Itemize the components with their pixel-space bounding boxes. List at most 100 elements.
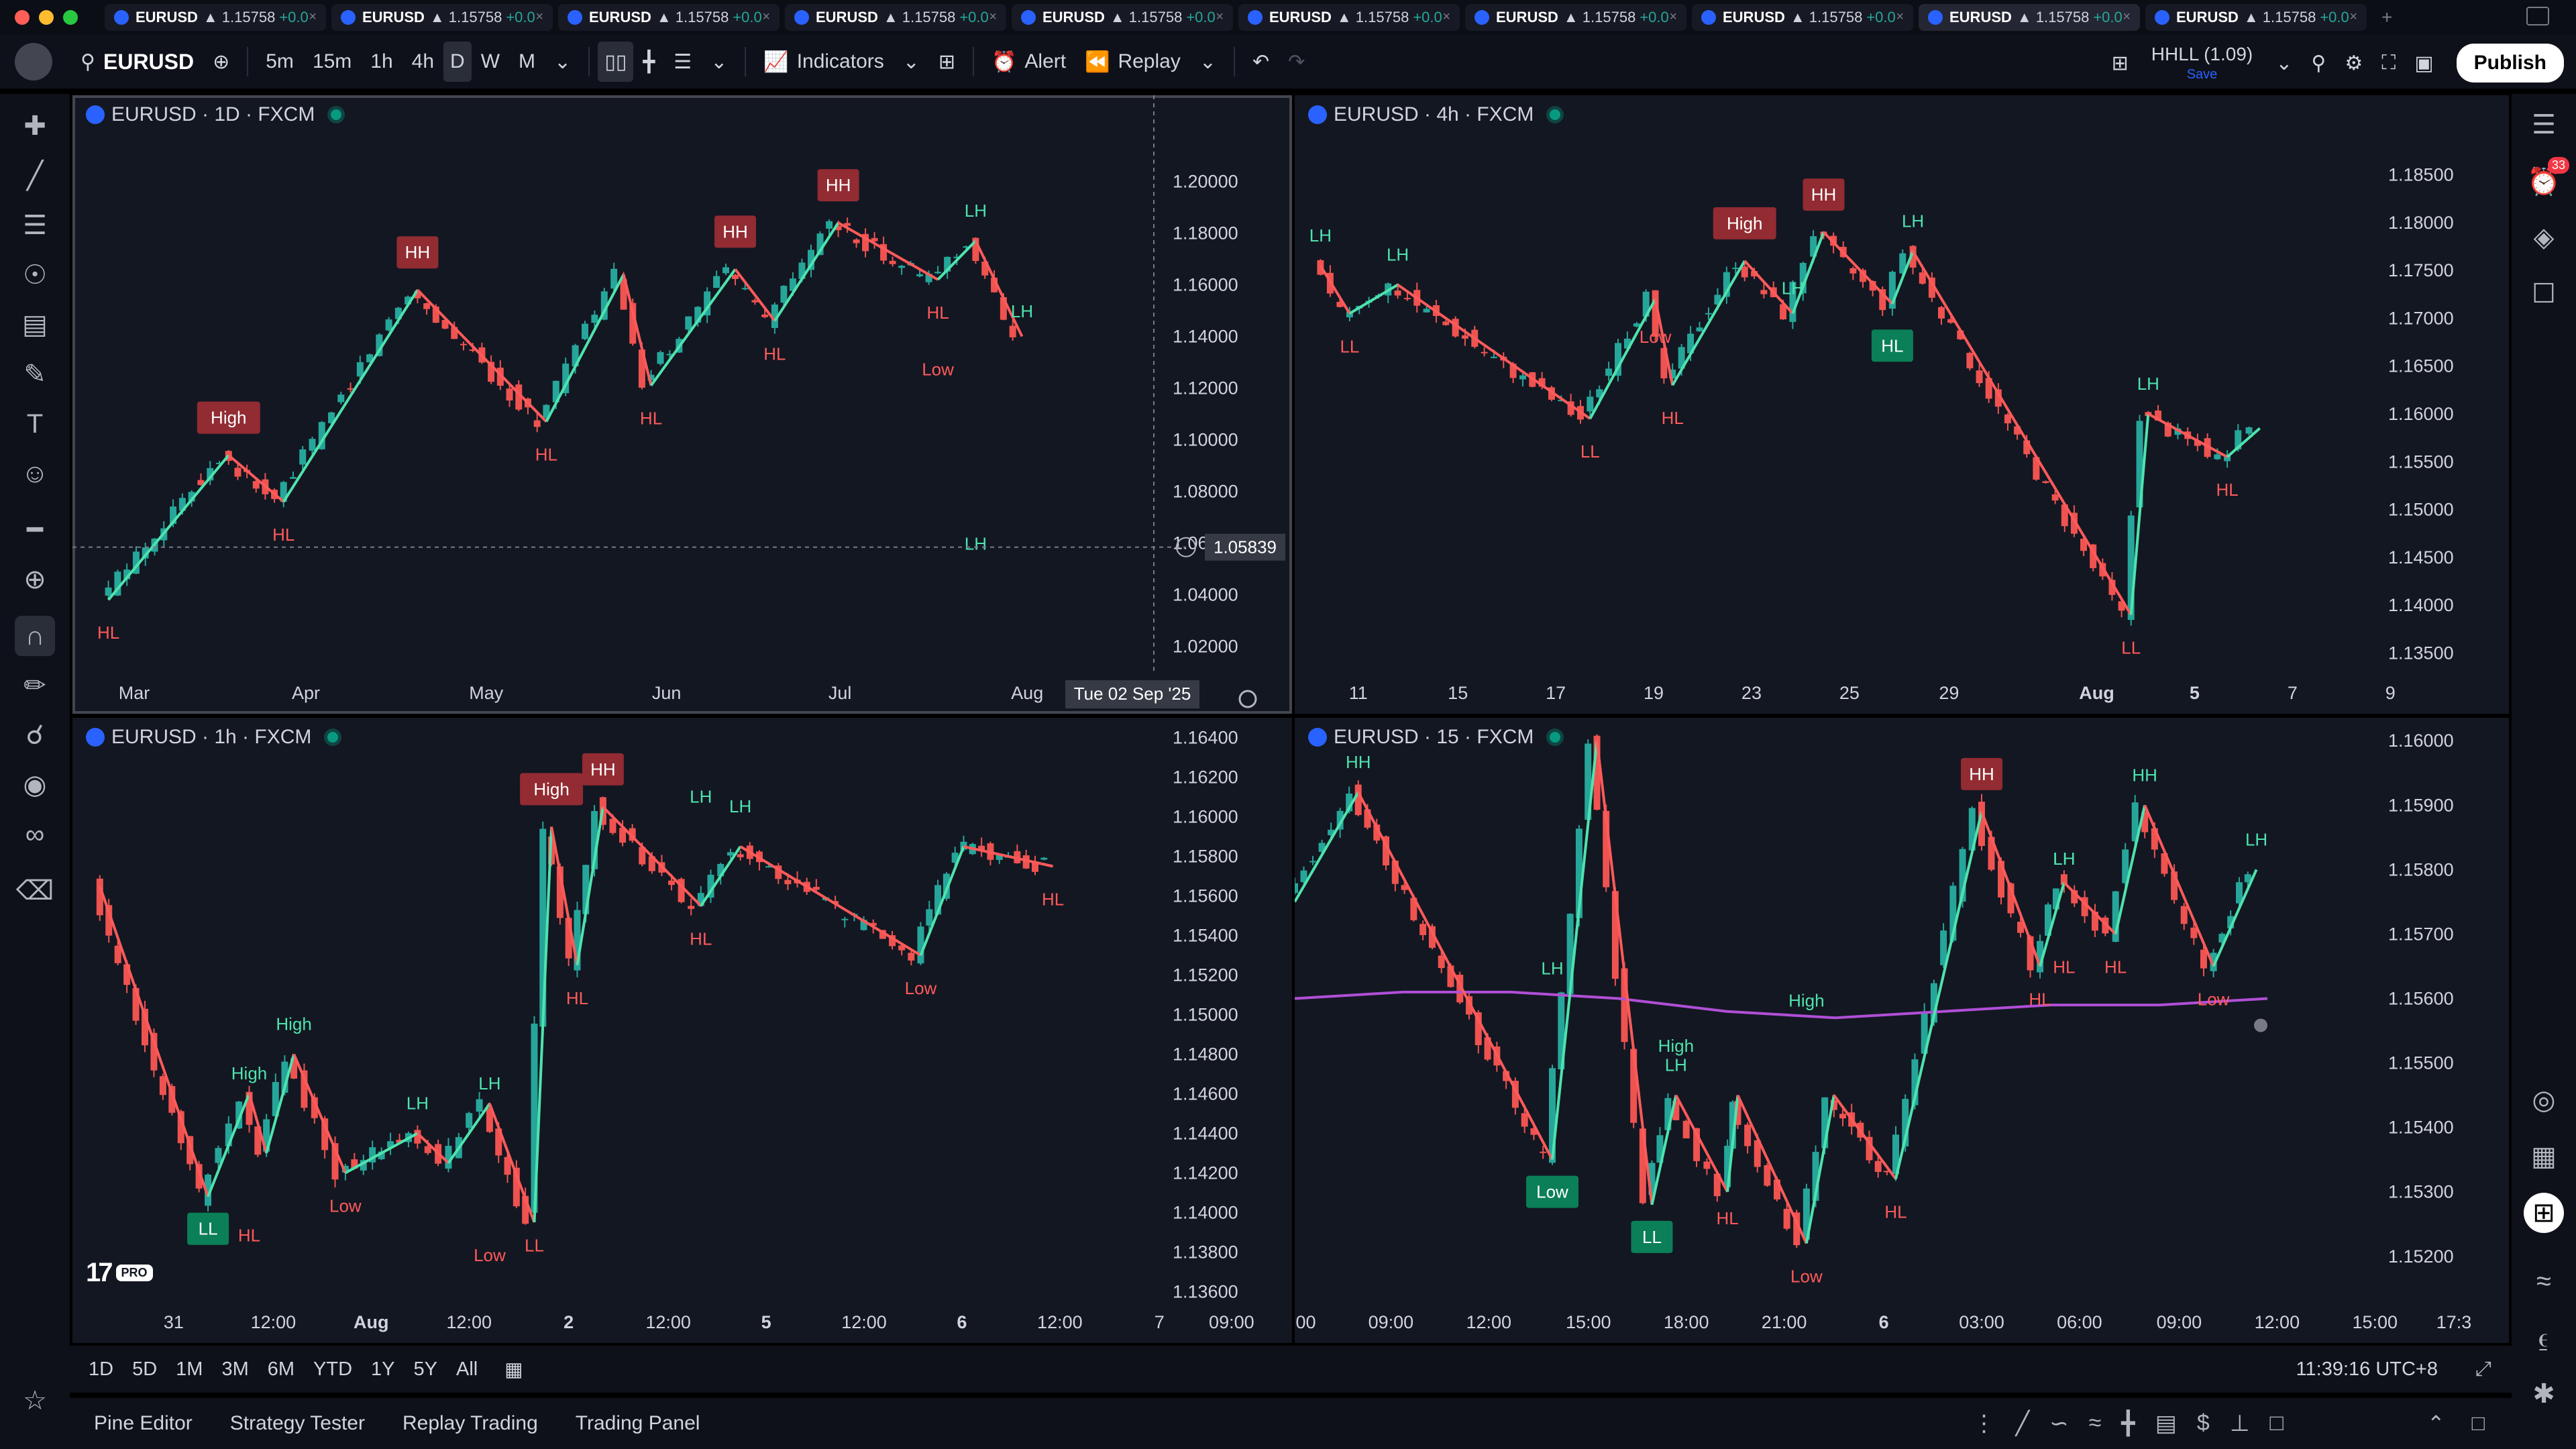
interval-d[interactable]: D (443, 42, 472, 82)
browser-tab[interactable]: EURUSD ▲ 1.15758 +0.0 × (1692, 4, 1913, 31)
target-icon[interactable]: ◎ (2532, 1085, 2556, 1115)
close-tab-icon[interactable]: × (989, 9, 997, 24)
candle-tool-icon[interactable]: ╋ (2121, 1411, 2135, 1436)
magnet-tool-icon[interactable]: ∩ (15, 616, 55, 656)
chart-style-button[interactable]: ☰ (664, 42, 701, 82)
chart-pane-1h[interactable]: LL LH HL High Low LH LL High Low High HL HH HL LH Low L… (72, 718, 1292, 1343)
tab-strategy-tester[interactable]: Strategy Tester (229, 1412, 365, 1434)
note-tool-icon[interactable]: ▤ (2155, 1411, 2177, 1436)
templates-button[interactable]: ⊞ (929, 42, 965, 82)
bar-style-button[interactable]: ╋ (633, 42, 664, 82)
curve-tool-icon[interactable]: ∽ (2049, 1411, 2069, 1436)
close-tab-icon[interactable]: × (309, 9, 317, 24)
alert-button[interactable]: ⏰ Alert (982, 42, 1075, 82)
range-1m[interactable]: 1M (176, 1358, 203, 1380)
eye-icon[interactable]: ◉ (23, 770, 47, 800)
minimize-window-button[interactable] (39, 10, 54, 25)
chat-icon[interactable]: ☐ (2532, 279, 2556, 309)
zoom-in-tool-icon[interactable]: ⊕ (23, 565, 46, 594)
measure-tool-icon[interactable]: ⊥ (2229, 1411, 2250, 1436)
close-tab-icon[interactable]: × (1669, 9, 1677, 24)
rss-icon[interactable]: ≈ (2536, 1266, 2551, 1296)
chart-canvas[interactable]: HL High HL HH HL LH HL HH HL HH HL LH Low LH 1.20000 1.… (72, 95, 1292, 714)
calendar-icon[interactable]: ▦ (2531, 1142, 2557, 1171)
line-tool-icon[interactable]: ╱ (2015, 1411, 2030, 1436)
emoji-tool-icon[interactable]: ☺ (21, 458, 49, 488)
replay-button[interactable]: ⏪ Replay (1075, 42, 1190, 82)
avatar[interactable] (15, 43, 52, 80)
close-tab-icon[interactable]: × (535, 9, 543, 24)
chart-canvas[interactable]: HH Low LH LL LH HL High Low HL High HH HL LH HL LH HL HH… (1295, 718, 2509, 1343)
fib-tool-icon[interactable]: ☰ (23, 211, 47, 240)
chart-canvas[interactable]: LH LL LH LL LH HL High HL HH LH Low LL LH HL 1.18500 1.… (1295, 95, 2509, 714)
range-3m[interactable]: 3M (221, 1358, 249, 1380)
redo-button[interactable]: ↷ (1279, 42, 1314, 82)
browser-tab[interactable]: EURUSD ▲ 1.15758 +0.0 × (1465, 4, 1686, 31)
add-alert-plus-icon[interactable] (1176, 537, 1196, 557)
crosshair-tool-icon[interactable]: ✚ (23, 111, 46, 141)
range-5d[interactable]: 5D (132, 1358, 158, 1380)
lock-icon[interactable]: ☌ (25, 720, 44, 750)
symbol-search-button[interactable]: ⚲ EURUSD (71, 42, 203, 82)
indicators-dropdown[interactable]: ⌄ (894, 42, 929, 82)
apps-grid-icon[interactable]: ⊞ (2524, 1193, 2564, 1233)
collapse-panel-icon[interactable]: ⌃ (2426, 1411, 2445, 1436)
goto-date-icon[interactable]: ▦ (504, 1358, 523, 1381)
help-icon[interactable]: ✱ (2532, 1379, 2555, 1409)
rectangle-tool-icon[interactable]: □ (2269, 1410, 2284, 1436)
range-all[interactable]: All (456, 1358, 478, 1380)
close-tab-icon[interactable]: × (762, 9, 770, 24)
browser-tab[interactable]: EURUSD ▲ 1.15758 +0.0 × (1238, 4, 1460, 31)
forecast-tool-icon[interactable]: ▤ (22, 310, 48, 339)
layout-name-button[interactable]: HHLL (1.09) Save (2151, 45, 2253, 82)
trash-icon[interactable]: ⌫ (15, 876, 54, 906)
price-tool-icon[interactable]: $ (2196, 1410, 2210, 1436)
maximize-panel-icon[interactable]: □ (2471, 1411, 2485, 1435)
publish-button[interactable]: Publish (2456, 44, 2564, 83)
chart-pane-15m[interactable]: HH Low LH LL LH HL High Low HL High HH HL LH HL LH HL HH… (1295, 718, 2509, 1343)
favorites-star-icon[interactable]: ☆ (23, 1386, 47, 1415)
interval-1h[interactable]: 1h (361, 42, 402, 82)
sidebar-toggle-icon[interactable] (2526, 7, 2549, 25)
brush-tool-icon[interactable]: ✎ (23, 360, 46, 389)
quick-search-button[interactable]: ⚲ (2302, 43, 2335, 83)
chart-pane-4h[interactable]: LH LL LH LL LH HL High HL HH LH Low LL LH HL 1.18500 1.… (1295, 95, 2509, 714)
indicators-button[interactable]: 📈 Indicators (754, 42, 893, 82)
close-tab-icon[interactable]: × (1216, 9, 1224, 24)
close-tab-icon[interactable]: × (1442, 9, 1450, 24)
range-5y[interactable]: 5Y (413, 1358, 438, 1380)
close-window-button[interactable] (15, 10, 30, 25)
tab-replay-trading[interactable]: Replay Trading (402, 1412, 538, 1434)
browser-tab[interactable]: EURUSD ▲ 1.15758 +0.0 × (331, 4, 553, 31)
undo-button[interactable]: ↶ (1243, 42, 1279, 82)
text-tool-icon[interactable]: T (26, 409, 44, 439)
watchlist-icon[interactable]: ☰ (2532, 110, 2556, 140)
interval-m[interactable]: M (509, 42, 545, 82)
range-1d[interactable]: 1D (89, 1358, 114, 1380)
tab-trading-panel[interactable]: Trading Panel (575, 1412, 700, 1434)
browser-tab[interactable]: EURUSD ▲ 1.15758 +0.0 × (105, 4, 326, 31)
range-6m[interactable]: 6M (267, 1358, 295, 1380)
ruler-tool-icon[interactable]: ━ (26, 515, 44, 545)
axis-settings-icon[interactable] (1238, 690, 1257, 708)
browser-tab[interactable]: EURUSD ▲ 1.15758 +0.0 × (2145, 4, 2367, 31)
fullscreen-button[interactable]: ⛶ (2372, 43, 2405, 83)
replay-dropdown[interactable]: ⌄ (1190, 42, 1226, 82)
chart-type-button[interactable]: ▯▯ (598, 42, 634, 82)
new-tab-button[interactable]: + (2381, 7, 2393, 28)
chart-canvas[interactable]: LL LH HL High Low LH LL High Low High HL HH HL LH Low L… (72, 718, 1292, 1343)
path-tool-icon[interactable]: ≈ (2088, 1410, 2102, 1436)
interval-w[interactable]: W (472, 42, 509, 82)
compare-symbol-button[interactable]: ⊕ (203, 42, 239, 82)
drag-handle-icon[interactable]: ⋮ (1972, 1411, 1996, 1436)
interval-5m[interactable]: 5m (256, 42, 303, 82)
range-ytd[interactable]: YTD (313, 1358, 353, 1380)
clock-icon[interactable] (2254, 1018, 2267, 1032)
notifications-bell-icon[interactable]: ⍷ (2536, 1322, 2552, 1352)
link-icon[interactable]: ∞ (25, 819, 45, 849)
interval-15m[interactable]: 15m (303, 42, 361, 82)
browser-tab[interactable]: EURUSD ▲ 1.15758 +0.0 × (785, 4, 1006, 31)
tab-pine-editor[interactable]: Pine Editor (94, 1412, 193, 1434)
layers-icon[interactable]: ◈ (2533, 223, 2555, 252)
alerts-icon[interactable]: ⏰ 33 (2524, 157, 2569, 201)
